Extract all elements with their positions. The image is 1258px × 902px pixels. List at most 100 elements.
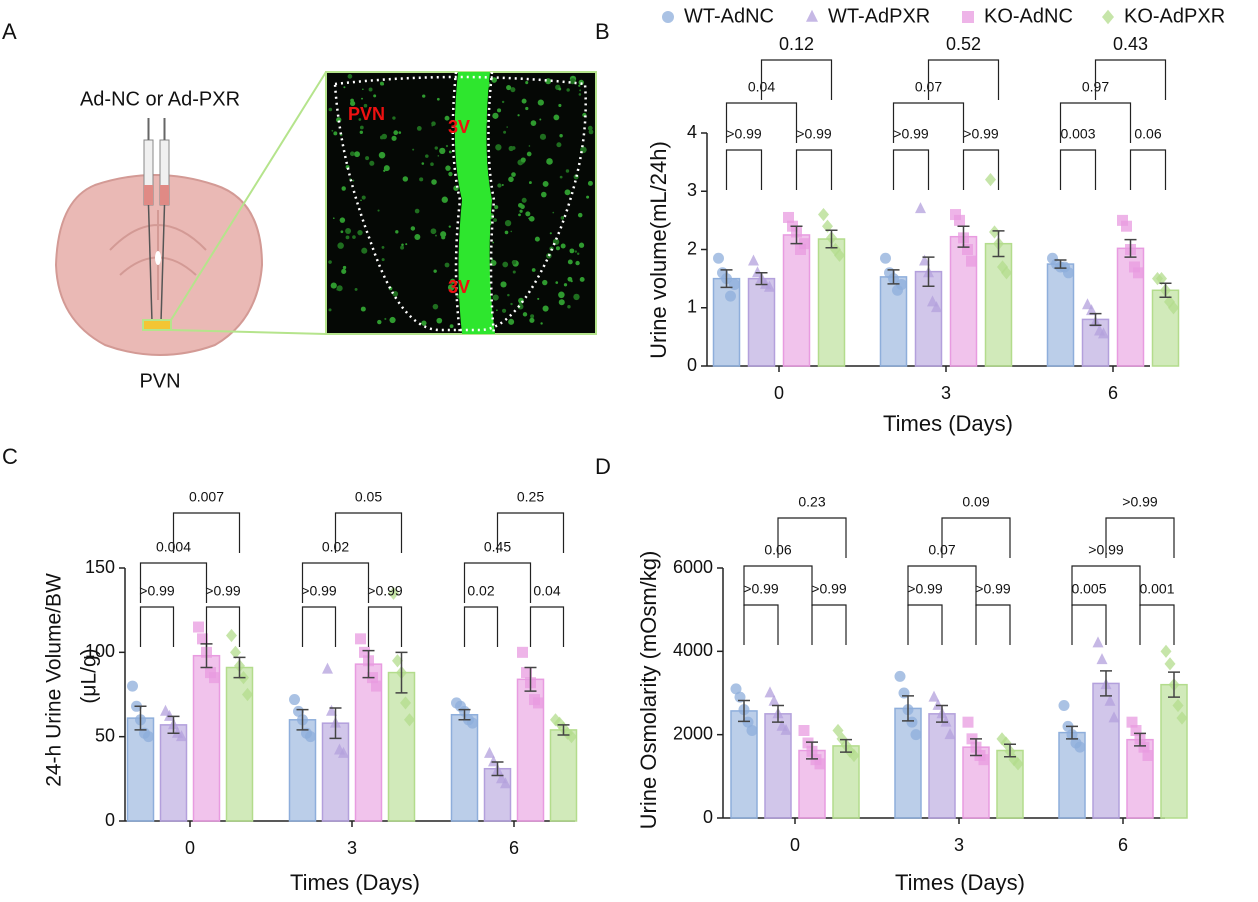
point <box>305 731 316 743</box>
significance-bracket <box>463 606 499 647</box>
speckle <box>512 270 516 274</box>
error-bar <box>233 656 246 679</box>
point <box>1176 711 1188 725</box>
legend-label: WT-AdNC <box>684 5 774 27</box>
point <box>1098 327 1109 339</box>
speckle <box>381 246 385 249</box>
speckle <box>511 146 516 150</box>
point <box>355 633 366 645</box>
speckle <box>402 176 409 182</box>
speckle <box>567 259 573 265</box>
bar <box>1046 263 1075 367</box>
y-tick-label: 0 <box>687 355 697 375</box>
p-value: >0.99 <box>811 581 847 597</box>
point <box>962 244 973 255</box>
speckle <box>587 125 593 131</box>
speckle <box>410 226 416 231</box>
speckle <box>560 243 566 249</box>
point <box>193 621 204 633</box>
error-bar <box>491 761 504 777</box>
speckle <box>379 135 384 140</box>
significance-bracket <box>892 102 965 143</box>
point <box>326 704 337 716</box>
speckle <box>328 308 332 312</box>
significance-bracket <box>1094 59 1167 100</box>
point <box>768 694 780 706</box>
p-value: >0.99 <box>963 126 999 142</box>
x-tick-label: 3 <box>941 383 951 403</box>
speckle <box>395 230 399 234</box>
p-value: >0.99 <box>301 583 337 599</box>
y-axis-label: 24-h Urine Volume/BW <box>43 573 66 787</box>
error-bar <box>1124 238 1137 258</box>
speckle <box>558 299 565 306</box>
speckle <box>352 235 356 239</box>
speckle <box>552 211 555 214</box>
speckle <box>528 215 535 222</box>
x-tick-label: 3 <box>954 835 964 855</box>
ventricle <box>155 251 161 265</box>
p-value: 0.05 <box>355 489 382 505</box>
error-bar <box>1168 671 1180 698</box>
y-axis-label: (μL/g) <box>78 648 101 703</box>
speckle <box>445 144 449 148</box>
speckle <box>400 245 405 250</box>
point <box>1138 741 1150 753</box>
x-tick-label: 6 <box>509 838 519 858</box>
speckle <box>332 217 335 220</box>
point <box>795 244 806 255</box>
speckle <box>434 146 438 150</box>
error-bar <box>1100 670 1112 697</box>
speckle <box>491 77 497 83</box>
p-value: >0.99 <box>975 581 1011 597</box>
speckle <box>377 319 382 325</box>
speckle <box>496 309 498 312</box>
speckle <box>430 162 434 167</box>
error-bar <box>806 741 818 760</box>
speckle <box>501 100 505 104</box>
point <box>729 278 740 290</box>
significance-bracket <box>962 149 1000 190</box>
speckle <box>436 317 443 324</box>
speckle <box>508 176 514 183</box>
point <box>814 758 826 770</box>
speckle <box>445 165 451 171</box>
point <box>1096 653 1108 665</box>
y-tick-label: 0 <box>105 810 115 830</box>
speckle <box>341 186 346 191</box>
significance-bracket <box>1105 517 1175 558</box>
speckle <box>441 196 448 203</box>
speckle <box>558 103 562 108</box>
point <box>928 690 940 702</box>
region-label: PVN <box>139 370 180 392</box>
speckle <box>549 232 552 235</box>
speckle <box>541 191 547 198</box>
p-value: 0.52 <box>946 34 981 54</box>
point <box>1121 220 1132 232</box>
speckle <box>398 131 402 134</box>
point <box>927 295 938 307</box>
error-bar <box>1134 732 1146 747</box>
point <box>1104 694 1116 706</box>
error-bar <box>395 651 408 694</box>
point <box>371 680 382 692</box>
p-value: >0.99 <box>205 583 241 599</box>
point <box>780 723 792 735</box>
y-tick-label: 2000 <box>673 723 713 743</box>
speckle <box>500 281 507 288</box>
point <box>550 713 561 727</box>
error-bar <box>970 738 982 757</box>
speckle <box>565 169 570 173</box>
speckle <box>576 252 580 255</box>
p-value: 0.43 <box>1113 34 1148 54</box>
p-value: 0.003 <box>1060 126 1095 142</box>
point <box>392 654 403 668</box>
speckle <box>520 157 526 163</box>
speckle <box>531 268 536 272</box>
point <box>802 737 814 749</box>
error-bar <box>840 738 852 753</box>
speckle <box>586 195 590 199</box>
speckle <box>542 180 549 187</box>
point <box>752 266 763 278</box>
p-value: >0.99 <box>726 126 762 142</box>
